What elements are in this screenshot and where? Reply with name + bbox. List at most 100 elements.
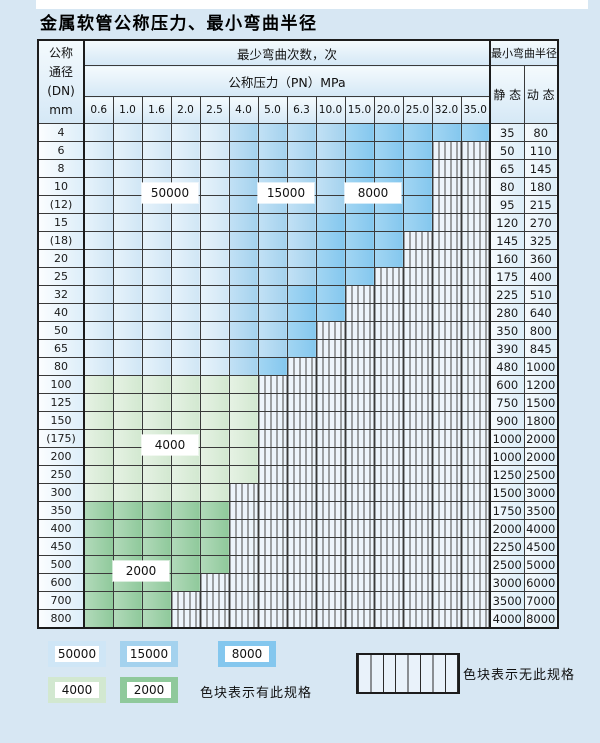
cycles-15000-cell bbox=[228, 231, 259, 250]
no-spec-hatch-cell bbox=[286, 519, 317, 538]
no-spec-hatch-cell bbox=[344, 537, 375, 556]
no-spec-hatch-cell bbox=[431, 267, 462, 286]
cycles-15000-cell bbox=[228, 195, 259, 214]
table-row: 350 1750 3500 bbox=[37, 501, 559, 520]
no-spec-hatch-cell bbox=[402, 519, 433, 538]
no-spec-hatch-cell bbox=[402, 357, 433, 376]
cycles-8000-cell bbox=[373, 213, 404, 232]
no-spec-hatch-cell bbox=[402, 249, 433, 268]
table-row: 700 3500 7000 bbox=[37, 591, 559, 610]
cycles-4000-cell bbox=[228, 447, 259, 466]
no-spec-hatch-cell bbox=[315, 501, 346, 520]
no-spec-hatch-cell bbox=[373, 285, 404, 304]
no-spec-hatch-cell bbox=[257, 411, 288, 430]
no-spec-hatch-cell bbox=[228, 519, 259, 538]
dn-corner-line: 公称 bbox=[48, 46, 73, 60]
dn-value: 500 bbox=[37, 555, 85, 574]
no-spec-hatch-cell bbox=[373, 357, 404, 376]
page-title: 金属软管公称压力、最小弯曲半径 bbox=[40, 14, 318, 34]
dn-value: 80 bbox=[37, 357, 85, 376]
pressure-header: 公称压力（PN）MPa bbox=[83, 65, 491, 97]
cycles-50000-cell bbox=[170, 213, 201, 232]
no-spec-hatch-cell bbox=[257, 591, 288, 610]
cycles-50000-cell bbox=[112, 141, 143, 160]
cycles-4000-cell bbox=[112, 447, 143, 466]
dynamic-radius-value: 4500 bbox=[523, 537, 559, 556]
no-spec-hatch-cell bbox=[286, 429, 317, 448]
cycles-8000-cell bbox=[315, 249, 346, 268]
cycles-50000-cell bbox=[199, 141, 230, 160]
dn-value: 200 bbox=[37, 447, 85, 466]
no-spec-hatch-cell bbox=[228, 555, 259, 574]
table-row: 800 4000 8000 bbox=[37, 609, 559, 629]
no-spec-hatch-cell bbox=[228, 501, 259, 520]
static-radius-value: 1500 bbox=[489, 483, 525, 502]
no-spec-hatch-cell bbox=[460, 339, 491, 358]
no-spec-hatch-cell bbox=[460, 249, 491, 268]
legend-available-note: 色块表示有此规格 bbox=[200, 686, 313, 701]
no-spec-hatch-cell bbox=[373, 429, 404, 448]
cycles-50000-cell bbox=[170, 303, 201, 322]
cycles-4000-cell bbox=[112, 393, 143, 412]
pn-column-label: 4.0 bbox=[228, 96, 259, 124]
cycles-8000-cell bbox=[373, 231, 404, 250]
no-spec-hatch-cell bbox=[257, 519, 288, 538]
no-spec-hatch-cell bbox=[460, 231, 491, 250]
no-spec-hatch-cell bbox=[315, 357, 346, 376]
no-spec-hatch-cell bbox=[286, 591, 317, 610]
no-spec-hatch-cell bbox=[460, 321, 491, 340]
cycles-50000-cell bbox=[170, 321, 201, 340]
no-spec-hatch-cell bbox=[373, 393, 404, 412]
cycles-2000-cell bbox=[170, 501, 201, 520]
table-row: 125 750 1500 bbox=[37, 393, 559, 412]
header-row-top: 公称 通径 (DN) mm 最少弯曲次数，次 最小弯曲半径 bbox=[37, 39, 559, 124]
dynamic-radius-value: 80 bbox=[523, 123, 559, 142]
dn-value: (175) bbox=[37, 429, 85, 448]
cycles-15000-cell bbox=[257, 321, 288, 340]
cycles-15000-cell bbox=[286, 267, 317, 286]
no-spec-hatch-cell bbox=[460, 267, 491, 286]
cycles-50000-cell bbox=[112, 285, 143, 304]
cycles-50000-cell bbox=[141, 357, 172, 376]
no-spec-hatch-cell bbox=[431, 231, 462, 250]
cycles-2000-cell bbox=[112, 609, 143, 629]
table-row: 250 1250 2500 bbox=[37, 465, 559, 484]
no-spec-hatch-cell bbox=[431, 609, 462, 629]
no-spec-hatch-cell bbox=[257, 393, 288, 412]
no-spec-hatch-cell bbox=[286, 609, 317, 629]
cycles-4000-cell bbox=[141, 375, 172, 394]
cycles-15000-cell bbox=[228, 321, 259, 340]
no-spec-hatch-cell bbox=[286, 375, 317, 394]
cycle-count-label: 4000 bbox=[142, 435, 198, 455]
cycles-50000-cell bbox=[170, 285, 201, 304]
no-spec-hatch-cell bbox=[431, 591, 462, 610]
cycles-50000-cell bbox=[170, 339, 201, 358]
cycles-2000-cell bbox=[112, 501, 143, 520]
cycles-2000-cell bbox=[112, 519, 143, 538]
cycles-50000-cell bbox=[141, 321, 172, 340]
dn-value: 6 bbox=[37, 141, 85, 160]
table-row: 300 1500 3000 bbox=[37, 483, 559, 502]
dynamic-radius-value: 2000 bbox=[523, 429, 559, 448]
dn-value: 15 bbox=[37, 213, 85, 232]
no-spec-hatch-cell bbox=[286, 447, 317, 466]
cycles-8000-cell bbox=[402, 141, 433, 160]
no-spec-hatch-cell bbox=[431, 483, 462, 502]
header-row-pn-values: 0.6 1.0 1.6 2.0 2.5 4.0 5.0 6.3 10.0 15.0 20.0 25.0… bbox=[38, 96, 558, 124]
static-radius-value: 50 bbox=[489, 141, 525, 160]
cycles-15000-cell bbox=[286, 249, 317, 268]
cycles-50000-cell bbox=[170, 249, 201, 268]
cycles-50000-cell bbox=[199, 267, 230, 286]
cycles-50000-cell bbox=[112, 213, 143, 232]
legend-swatch-50000: 50000 bbox=[48, 641, 106, 667]
no-spec-hatch-cell bbox=[431, 429, 462, 448]
no-spec-hatch-cell bbox=[199, 609, 230, 629]
dynamic-radius-value: 8000 bbox=[523, 609, 559, 629]
legend-swatch-value: 50000 bbox=[55, 646, 99, 662]
cycles-50000-cell bbox=[83, 177, 114, 196]
table-row: 150 900 1800 bbox=[37, 411, 559, 430]
table-row: 100 600 1200 bbox=[37, 375, 559, 394]
min-bend-radius-header: 最小弯曲半径 bbox=[489, 39, 559, 66]
cycles-50000-cell bbox=[199, 177, 230, 196]
